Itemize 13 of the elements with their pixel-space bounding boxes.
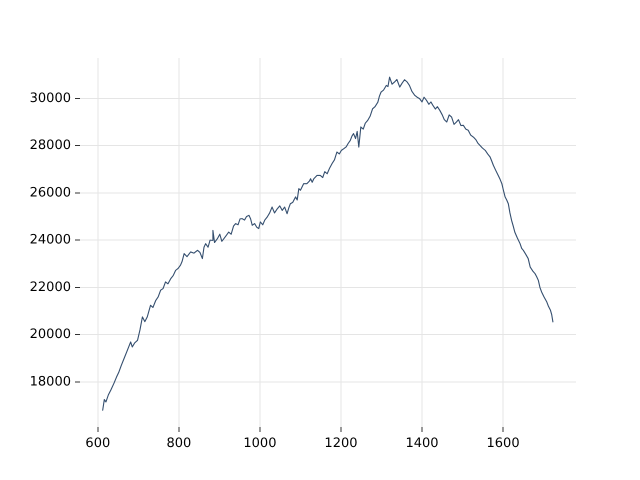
y-tick-label: 18000 xyxy=(30,374,71,390)
y-tick-label: 28000 xyxy=(30,138,71,154)
x-tick-label: 1600 xyxy=(486,436,520,452)
y-tick-label: 30000 xyxy=(30,90,71,106)
x-tick-label: 800 xyxy=(166,436,192,452)
y-tick-label: 22000 xyxy=(30,280,71,295)
y-tick-label: 20000 xyxy=(30,327,71,342)
y-tick-label: 26000 xyxy=(30,185,71,200)
x-tick-label: 600 xyxy=(85,436,110,452)
y-tick-label: 24000 xyxy=(30,232,71,248)
x-tick-label: 1400 xyxy=(405,436,439,452)
x-tick-label: 1200 xyxy=(324,436,358,452)
x-tick-label: 1000 xyxy=(243,436,276,452)
